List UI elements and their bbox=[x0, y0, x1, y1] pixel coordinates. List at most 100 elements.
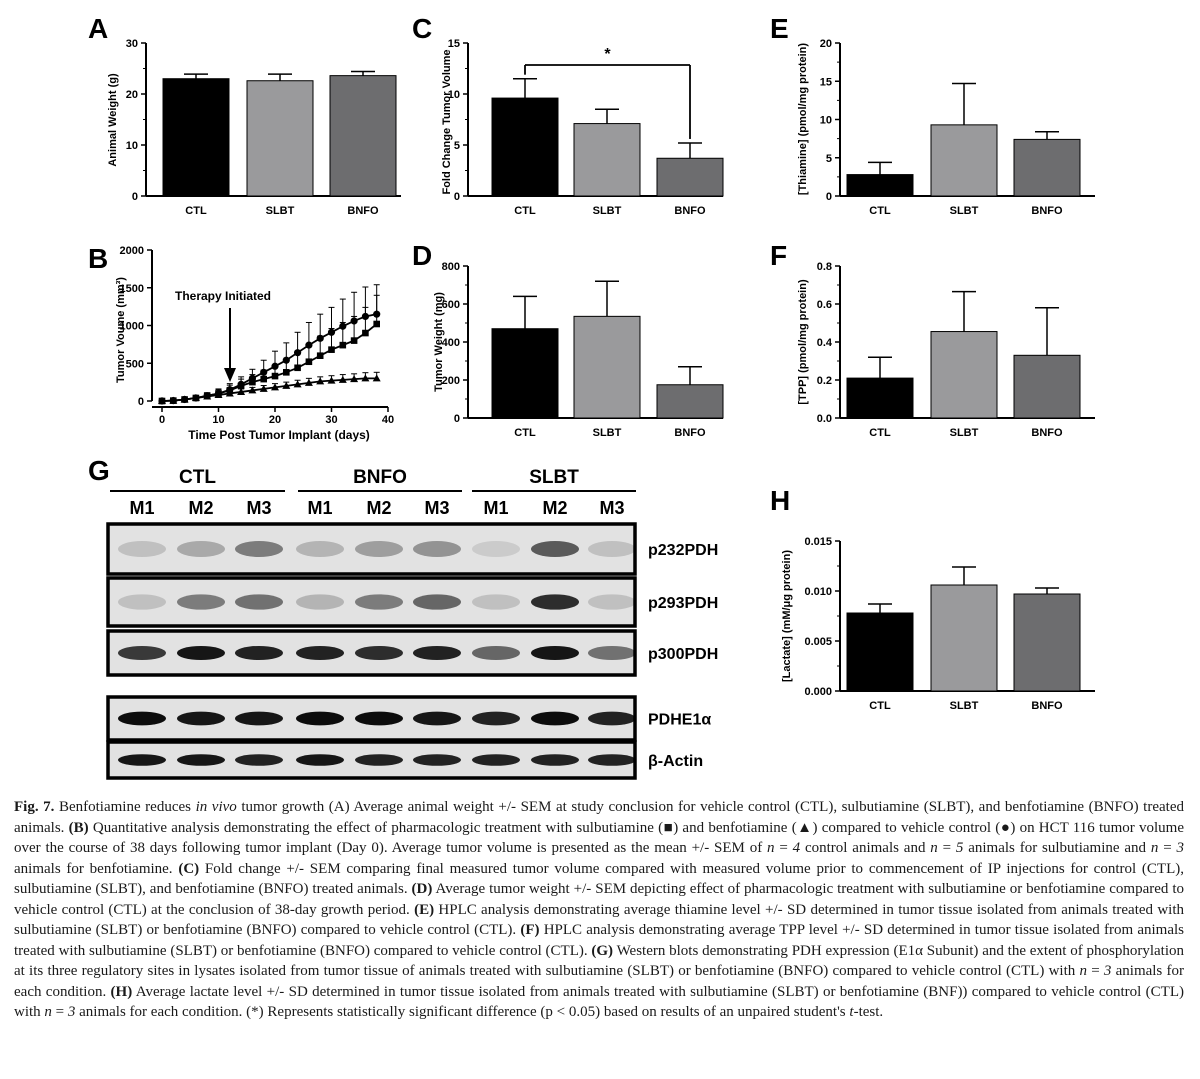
x-tick-label: CTL bbox=[514, 205, 536, 217]
bar-BNFO bbox=[1013, 138, 1081, 197]
y-tick-label: 0.2 bbox=[817, 375, 832, 387]
marker-triangle bbox=[350, 375, 359, 383]
y-tick-label: 400 bbox=[442, 337, 460, 349]
panel-letter-H: H bbox=[770, 485, 790, 516]
blot-band bbox=[118, 541, 166, 557]
figure-caption: Fig. 7. Benfotiamine reduces in vivo tum… bbox=[14, 797, 1184, 1023]
blot-lane-label: M1 bbox=[307, 498, 332, 518]
bar-BNFO bbox=[656, 157, 724, 197]
blot-band bbox=[296, 541, 344, 557]
blot-band bbox=[235, 541, 283, 557]
blot-group-label: CTL bbox=[179, 467, 216, 488]
blot-band bbox=[472, 541, 520, 557]
x-tick-label: 0 bbox=[159, 414, 165, 426]
caption-part: (C) bbox=[178, 860, 200, 877]
caption-part: n bbox=[930, 840, 938, 856]
panel-letter-B: B bbox=[88, 243, 108, 274]
y-axis-label: [TPP] (pmol/mg protein) bbox=[797, 279, 809, 405]
bar-SLBT bbox=[246, 80, 314, 197]
blot-band bbox=[177, 645, 225, 661]
marker-triangle bbox=[248, 386, 257, 394]
panel-letter-F: F bbox=[770, 240, 787, 271]
marker-square bbox=[305, 358, 313, 366]
caption-part: animals for benfotiamine. bbox=[14, 860, 179, 877]
blot-row-label: PDHE1α bbox=[648, 712, 711, 729]
marker-triangle bbox=[327, 376, 336, 384]
y-axis-label: [Thiamine] (pmol/mg protein) bbox=[797, 43, 809, 195]
blot-band bbox=[588, 594, 636, 610]
caption-part: 3 bbox=[67, 1004, 76, 1020]
marker-square bbox=[328, 346, 335, 353]
blot-band bbox=[413, 754, 461, 766]
chart-B: 0 500 1000 1500 2000 0 10 20 30 40 Time Post Tumor… bbox=[115, 245, 394, 442]
caption-part: -test. bbox=[853, 1004, 884, 1020]
y-tick-label: 0.015 bbox=[804, 536, 832, 548]
y-tick-label: 10 bbox=[126, 140, 138, 152]
blot-band bbox=[472, 754, 520, 766]
caption-part: 5 bbox=[955, 840, 964, 856]
y-tick-label: 0 bbox=[826, 191, 832, 203]
y-tick-label: 5 bbox=[454, 140, 460, 152]
chart-H: 0.000 0.005 0.010 0.015 CTL SLBT BNFO [Lactate]… bbox=[781, 536, 1095, 712]
chart-E: 0 5 10 15 20 CTL SLBT BNFO [Thiamine] (pmol/mg p… bbox=[797, 38, 1095, 217]
blot-band bbox=[235, 594, 283, 610]
blot-band bbox=[531, 754, 579, 766]
chart-D: 0 200 400 600 800 CTL SLBT BNFO Tumor Weight (mg… bbox=[433, 261, 724, 439]
x-tick-label: BNFO bbox=[674, 205, 706, 217]
therapy-annotation: Therapy Initiated bbox=[175, 289, 271, 303]
caption-part: (F) bbox=[520, 922, 540, 938]
blot-lane-label: M2 bbox=[188, 498, 213, 518]
y-tick-label: 30 bbox=[126, 38, 138, 50]
blot-lane-label: M3 bbox=[246, 498, 271, 518]
blot-row-label: p232PDH bbox=[648, 542, 718, 559]
marker-square bbox=[249, 378, 256, 386]
y-tick-label: 800 bbox=[442, 261, 460, 273]
x-tick-label: BNFO bbox=[1031, 205, 1063, 217]
blot-band bbox=[118, 645, 166, 661]
caption-label: Fig. 7. bbox=[14, 799, 55, 815]
caption-body: Benfotiamine reduces in vivo tumor growt… bbox=[14, 799, 1184, 1020]
marker-triangle bbox=[338, 375, 347, 383]
x-tick-label: SLBT bbox=[950, 427, 979, 439]
caption-part: Average tumor weight +/- SEM depicting e… bbox=[14, 881, 1184, 918]
blot-band bbox=[296, 645, 344, 661]
blot-band bbox=[355, 754, 403, 766]
chart-C: 0 5 10 15 CTL SLBT BNFO Fold Change Tumor Volum… bbox=[441, 38, 724, 217]
y-tick-label: 2000 bbox=[120, 245, 144, 257]
blot-band bbox=[296, 594, 344, 610]
marker-triangle bbox=[372, 374, 381, 382]
caption-part: = bbox=[1158, 840, 1177, 856]
blot-band bbox=[413, 541, 461, 557]
caption-part: = bbox=[51, 1004, 68, 1020]
caption-part: animals for sulbutiamine and bbox=[963, 840, 1151, 856]
bar-BNFO bbox=[1013, 354, 1081, 419]
blot-lane-label: M1 bbox=[483, 498, 508, 518]
bar-CTL bbox=[162, 78, 230, 197]
blot-band bbox=[177, 754, 225, 766]
caption-part: Benfotiamine reduces bbox=[54, 799, 196, 815]
western-blot: CTL BNFO SLBT M1 M2 M3 M1 M2 M3 M1 M2 M3 p232PDH p293… bbox=[106, 467, 718, 780]
x-axis-label: Time Post Tumor Implant (days) bbox=[188, 428, 370, 442]
x-tick-label: 20 bbox=[269, 414, 281, 426]
bar-CTL bbox=[491, 97, 559, 197]
caption-part: 3 bbox=[1176, 840, 1184, 856]
bar-SLBT bbox=[930, 584, 998, 692]
marker-triangle bbox=[180, 395, 189, 403]
bar-CTL bbox=[846, 612, 914, 692]
blot-band bbox=[413, 645, 461, 661]
y-tick-label: 0 bbox=[138, 396, 144, 408]
marker-square bbox=[271, 372, 279, 380]
panel-letter-C: C bbox=[412, 13, 432, 44]
y-tick-label: 15 bbox=[820, 76, 832, 88]
y-tick-label: 0.0 bbox=[817, 413, 832, 425]
marker-triangle bbox=[237, 387, 246, 395]
caption-part: animals for each condition. bbox=[14, 963, 1184, 1000]
blot-band bbox=[235, 711, 283, 726]
blot-lane-label: M2 bbox=[542, 498, 567, 518]
caption-part: = bbox=[1086, 963, 1104, 979]
marker-triangle bbox=[203, 392, 212, 400]
bar-BNFO bbox=[1013, 593, 1081, 692]
caption-part: n bbox=[1150, 840, 1159, 856]
blot-band bbox=[118, 754, 166, 766]
y-tick-label: 10 bbox=[448, 89, 460, 101]
